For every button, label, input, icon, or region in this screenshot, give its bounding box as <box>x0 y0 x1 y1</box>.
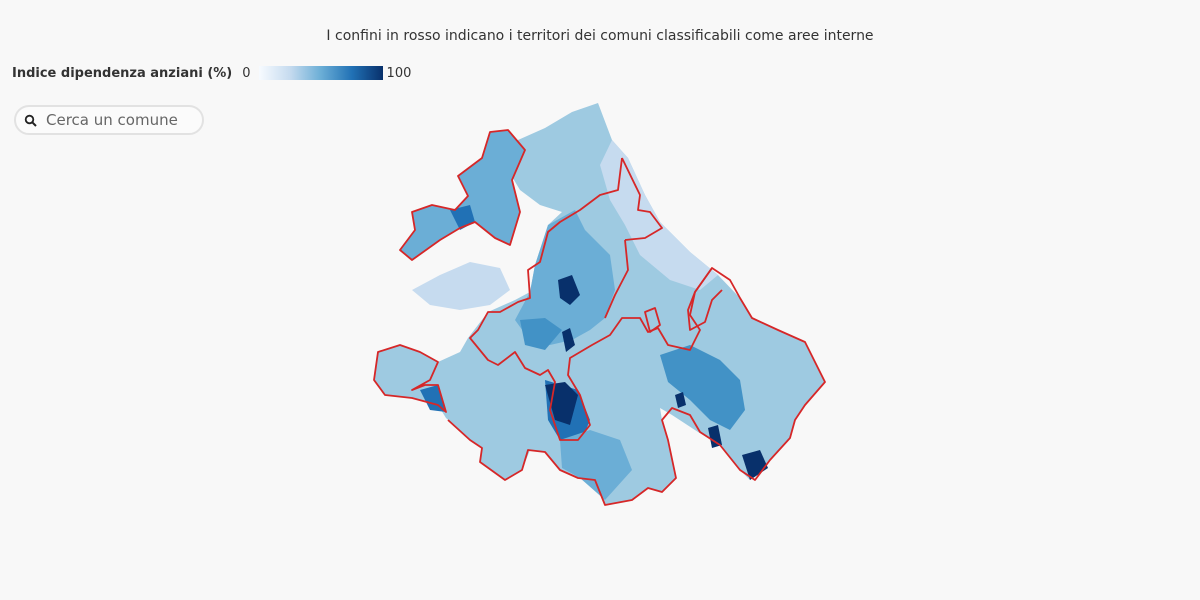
region-southeast-dark-2[interactable] <box>708 425 722 448</box>
region-southeast[interactable] <box>660 345 745 430</box>
map-subtitle: I confini in rosso indicano i territori … <box>326 28 874 44</box>
legend-color-gradient <box>258 66 383 80</box>
inner-area-border-east[interactable] <box>687 267 723 331</box>
region-shape <box>374 103 825 505</box>
inner-area-border-central[interactable] <box>447 157 826 506</box>
search-icon <box>24 113 38 127</box>
region-central-dark-1[interactable] <box>558 275 580 305</box>
region-coast-north[interactable] <box>600 140 718 290</box>
region-southeast-dark-3[interactable] <box>742 450 768 480</box>
region-central-mid[interactable] <box>520 318 562 350</box>
region-central-dark-2[interactable] <box>562 328 575 352</box>
inner-area-border-small[interactable] <box>644 307 661 333</box>
search-box[interactable] <box>14 105 204 135</box>
inner-areas-borders <box>373 129 826 506</box>
color-legend: Indice dipendenza anziani (%) 0 100 <box>12 62 411 84</box>
region-southeast-dark-1[interactable] <box>675 392 686 408</box>
legend-min-label: 0 <box>242 65 251 81</box>
search-input[interactable] <box>46 111 196 129</box>
region-south[interactable] <box>560 430 632 500</box>
inner-area-border-central-3[interactable] <box>604 239 629 319</box>
legend-max-label: 100 <box>386 65 412 81</box>
region-coast-east[interactable] <box>740 298 825 405</box>
region-northwest[interactable] <box>400 130 525 260</box>
region-west[interactable] <box>378 345 438 390</box>
inner-area-border-central-2[interactable] <box>621 157 663 241</box>
inner-area-border-northwest[interactable] <box>399 129 526 261</box>
inner-area-border-west[interactable] <box>373 344 447 413</box>
legend-title: Indice dipendenza anziani (%) <box>12 65 233 81</box>
region-light-west[interactable] <box>412 262 510 310</box>
